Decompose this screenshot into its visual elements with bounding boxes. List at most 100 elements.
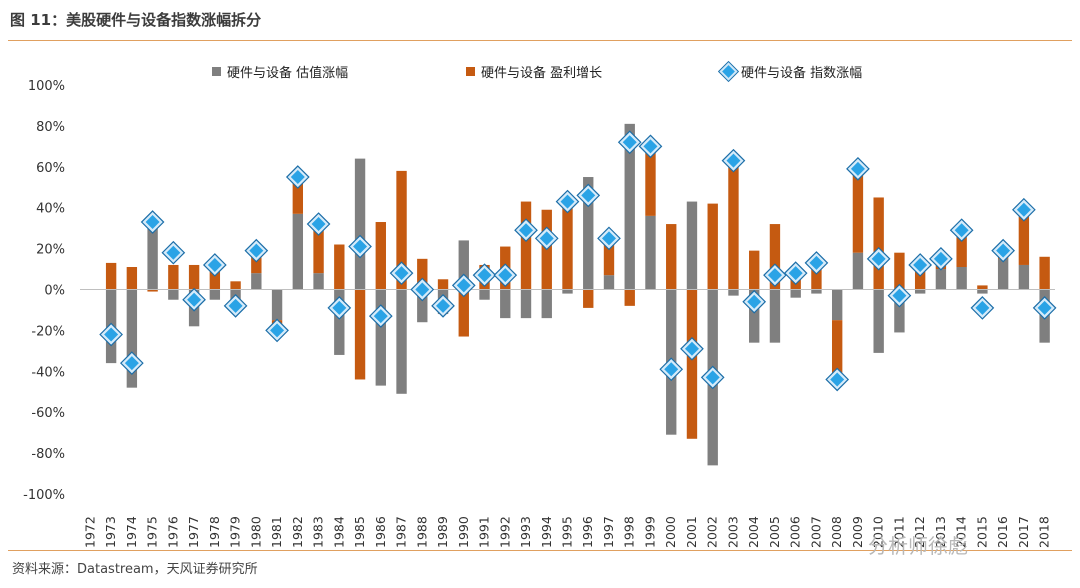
index-marker-core — [228, 298, 243, 313]
bar-valuation — [292, 213, 304, 290]
x-tick-label: 1988 — [414, 516, 429, 548]
bar-earnings — [603, 238, 615, 276]
y-tick-label: -80% — [31, 447, 65, 462]
bar-valuation — [479, 289, 490, 300]
legend-swatch-valuation — [212, 67, 221, 76]
bar-earnings — [686, 289, 698, 439]
chart-title: 图 11：美股硬件与设备指数涨幅拆分 — [10, 11, 262, 29]
index-marker-core — [850, 161, 865, 176]
index-marker-core — [581, 188, 596, 203]
legend-label-index: 硬件与设备 指数涨幅 — [741, 66, 863, 81]
bar-valuation — [1018, 264, 1030, 290]
x-tick-label: 2014 — [954, 516, 969, 548]
bar-earnings — [666, 224, 677, 290]
bar-valuation — [313, 273, 324, 290]
x-tick-label: 2004 — [746, 516, 761, 548]
x-tick-label: 1995 — [560, 516, 575, 548]
index-marker-core — [539, 231, 554, 246]
x-tick-label: 1984 — [331, 516, 346, 548]
index-marker-core — [249, 243, 264, 258]
bar-earnings — [1018, 207, 1030, 265]
bar-valuation — [769, 289, 781, 343]
x-tick-label: 2006 — [788, 516, 803, 548]
bar-valuation — [126, 289, 138, 388]
bar-earnings — [728, 166, 739, 290]
bar-earnings — [583, 289, 594, 308]
bar-earnings — [313, 222, 324, 274]
index-marker-core — [975, 300, 990, 315]
index-marker-core — [415, 282, 430, 297]
x-tick-label: 1975 — [145, 516, 160, 548]
bar-valuation — [396, 289, 407, 394]
x-tick-label: 2002 — [705, 516, 720, 548]
index-marker-core — [892, 288, 907, 303]
bar-earnings — [852, 164, 864, 253]
legend-item-valuation: 硬件与设备 估值涨幅 — [212, 62, 348, 81]
x-tick-label: 2017 — [1016, 516, 1031, 548]
x-tick-label: 2012 — [912, 516, 927, 548]
y-tick-label: 60% — [36, 161, 65, 176]
x-tick-label: 2007 — [808, 516, 823, 548]
index-marker-core — [788, 266, 803, 281]
x-tick-label: 1987 — [394, 516, 409, 548]
legend-label-valuation: 硬件与设备 估值涨幅 — [227, 66, 349, 81]
index-marker-core — [394, 266, 409, 281]
x-tick-label: 2005 — [767, 516, 782, 548]
x-tick-label: 2001 — [684, 516, 699, 548]
bar-valuation — [541, 289, 552, 319]
bar-valuation — [334, 289, 345, 355]
index-marker-core — [145, 215, 160, 230]
x-tick-label: 1981 — [269, 516, 284, 548]
x-tick-label: 2010 — [871, 516, 886, 548]
bar-valuation — [790, 289, 801, 298]
x-tick-label: 1989 — [435, 516, 450, 548]
index-marker-core — [166, 245, 181, 260]
bar-valuation — [873, 289, 884, 353]
legend-swatch-earnings — [466, 67, 475, 76]
index-marker-core — [332, 300, 347, 315]
x-tick-label: 2011 — [891, 516, 906, 548]
x-tick-label: 1991 — [477, 516, 492, 548]
x-tick-label: 1997 — [601, 516, 616, 548]
index-marker-core — [622, 135, 637, 150]
x-tick-label: 1979 — [228, 516, 243, 548]
x-tick-label: 2015 — [974, 516, 989, 548]
y-tick-label: 100% — [28, 79, 65, 94]
x-tick-label: 1986 — [373, 516, 388, 548]
index-marker-core — [498, 268, 513, 283]
bar-valuation — [271, 289, 283, 321]
y-tick-label: -20% — [31, 324, 65, 339]
bar-valuation — [583, 177, 594, 290]
bar-earnings — [977, 285, 988, 290]
index-marker-core — [830, 372, 845, 387]
bar-valuation — [997, 258, 1009, 290]
bar-earnings — [707, 203, 718, 290]
y-tick-label: -100% — [23, 488, 65, 503]
index-marker-core — [456, 278, 471, 293]
y-tick-label: 80% — [36, 120, 65, 135]
bar-valuation — [894, 289, 905, 333]
legend: 硬件与设备 估值涨幅 硬件与设备 盈利增长 硬件与设备 指数涨幅 — [0, 62, 1080, 84]
bar-earnings — [520, 201, 532, 290]
x-tick-label: 1996 — [580, 516, 595, 548]
bar-earnings — [334, 244, 345, 290]
x-tick-label: 1980 — [248, 516, 263, 548]
index-marker-core — [1016, 202, 1031, 217]
bar-earnings — [292, 177, 304, 214]
x-tick-label: 1983 — [311, 516, 326, 548]
x-tick-label: 1992 — [497, 516, 512, 548]
bar-valuation — [624, 123, 635, 290]
bar-earnings — [230, 281, 241, 290]
index-marker-core — [207, 257, 222, 272]
bar-valuation — [251, 273, 262, 290]
index-marker-core — [643, 139, 658, 154]
x-tick-label: 1973 — [103, 516, 118, 548]
x-tick-label: 1990 — [456, 516, 471, 548]
index-marker-core — [601, 231, 616, 246]
bar-earnings — [894, 252, 905, 290]
index-marker-core — [1037, 300, 1052, 315]
index-marker-core — [913, 257, 928, 272]
y-tick-label: -60% — [31, 406, 65, 421]
bar-earnings — [168, 264, 179, 290]
bar-earnings — [105, 262, 117, 290]
